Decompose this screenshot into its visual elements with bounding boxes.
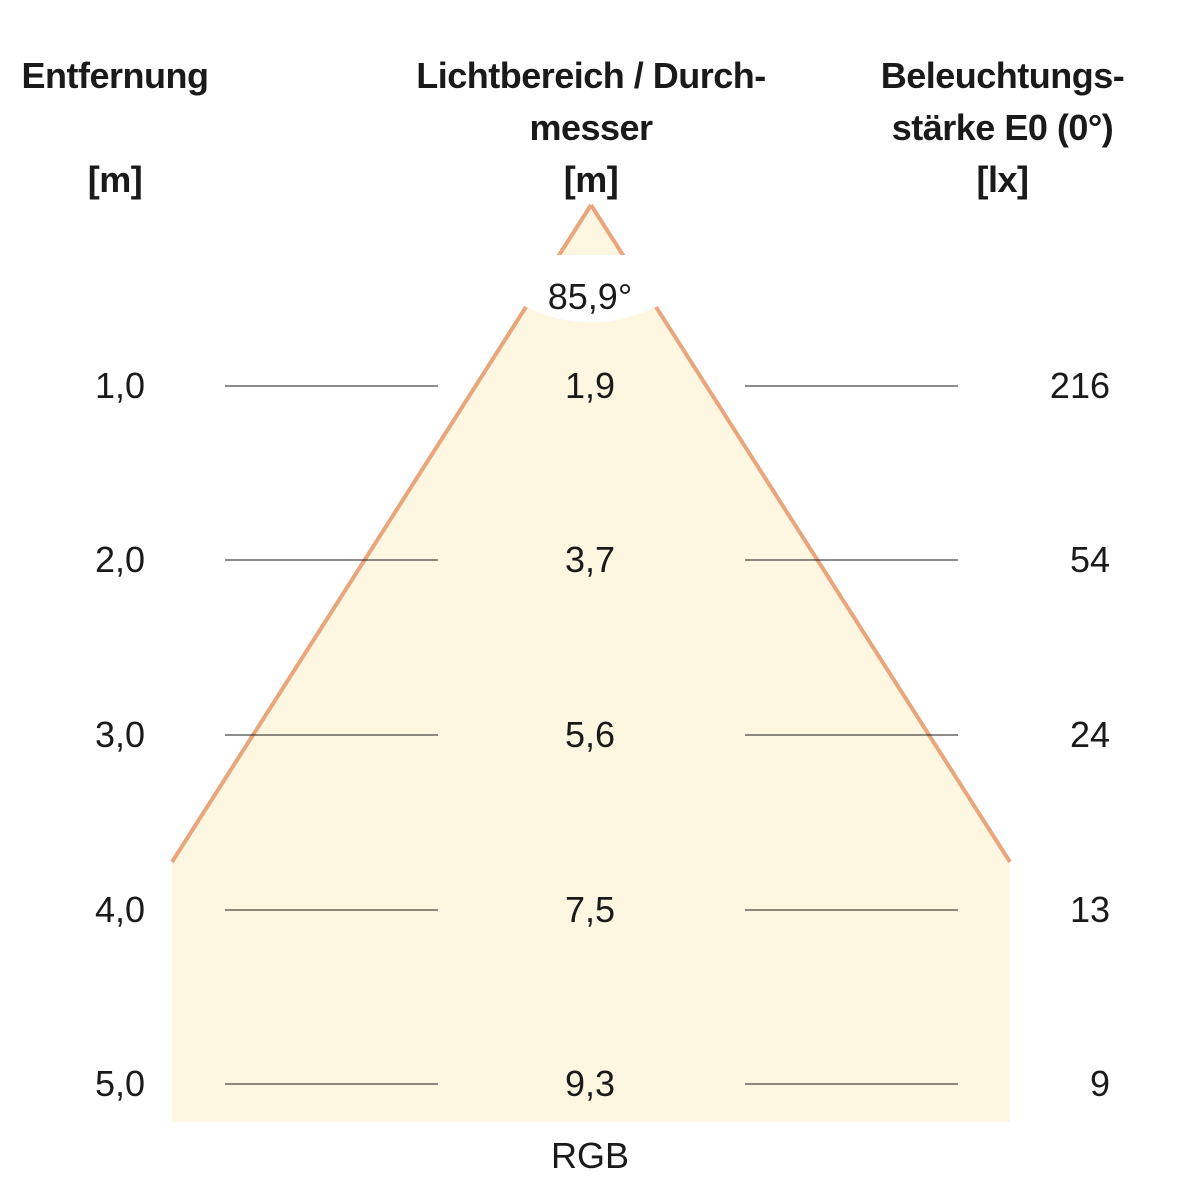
diameter-value: 5,6 [564,714,616,755]
angle-arc-cutout [510,255,672,323]
header-distance-line2 [10,102,220,154]
header-illuminance-unit: [lx] [976,159,1030,200]
guide-lines [225,385,958,1085]
cone-edge-left [170,203,593,864]
cone-edge-right [589,203,1012,864]
header-diameter-line1: Lichtbereich / Durch- [416,55,766,96]
header-illuminance: Beleuchtungs- stärke E0 (0°) [lx] [860,50,1145,206]
diameter-value: 1,9 [564,365,616,406]
illuminance-value: 13 [1069,889,1110,930]
distance-value: 3,0 [94,714,146,755]
footer-label: RGB [550,1135,629,1176]
distance-value: 4,0 [94,889,146,930]
illuminance-value: 24 [1069,714,1110,755]
diameter-value: 3,7 [564,539,616,580]
distance-value: 5,0 [94,1063,146,1104]
distance-value: 1,0 [94,365,146,406]
illuminance-value: 54 [1069,539,1110,580]
illuminance-value: 9 [1089,1063,1110,1104]
header-distance-line1: Entfernung [21,55,209,96]
illuminance-value: 216 [1049,365,1110,406]
header-illuminance-line2: stärke E0 (0°) [891,107,1114,148]
header-distance: Entfernung [m] [10,50,220,206]
header-distance-unit: [m] [87,159,143,200]
beam-angle-label: 85,9° [547,276,633,317]
diameter-value: 9,3 [564,1063,616,1104]
diameter-value: 7,5 [564,889,616,930]
header-illuminance-line1: Beleuchtungs- [880,55,1125,96]
header-diameter-unit: [m] [563,159,619,200]
light-cone-fill [172,205,1010,1122]
header-diameter: Lichtbereich / Durch- messer [m] [390,50,792,206]
header-diameter-line2: messer [529,107,653,148]
distance-value: 2,0 [94,539,146,580]
